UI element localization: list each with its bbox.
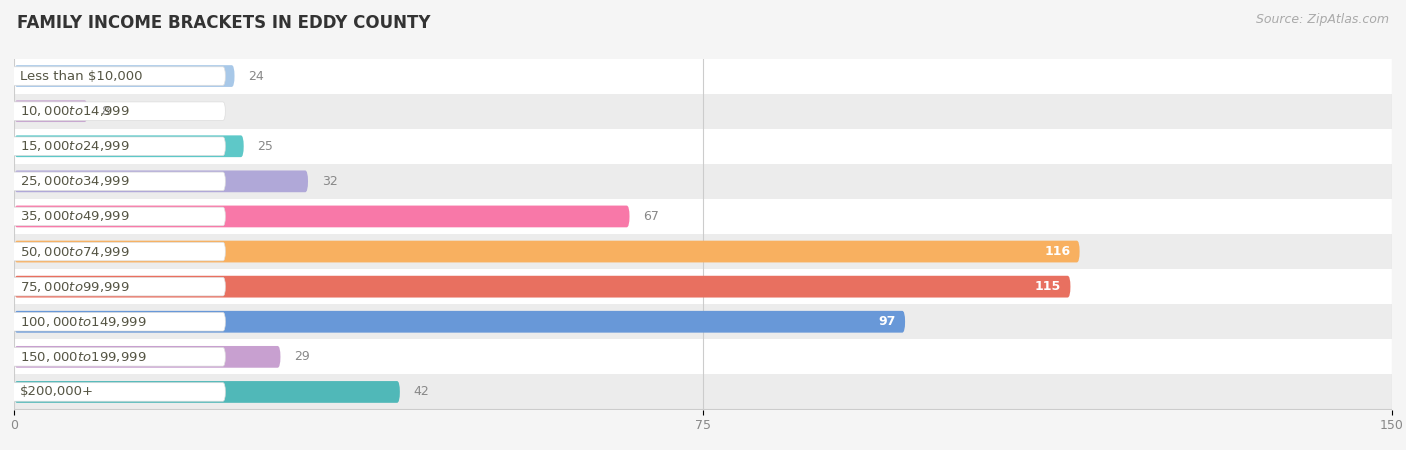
Bar (14, 339, 1392, 374)
Circle shape (7, 279, 11, 294)
Text: 29: 29 (294, 351, 309, 363)
Text: Less than $10,000: Less than $10,000 (20, 70, 142, 82)
FancyBboxPatch shape (4, 312, 225, 331)
Circle shape (7, 384, 11, 400)
FancyBboxPatch shape (14, 65, 235, 87)
FancyBboxPatch shape (4, 172, 225, 191)
Text: 115: 115 (1035, 280, 1062, 293)
Text: 32: 32 (322, 175, 337, 188)
FancyBboxPatch shape (4, 207, 225, 226)
FancyBboxPatch shape (14, 135, 243, 157)
Circle shape (7, 349, 11, 364)
Circle shape (7, 244, 11, 259)
Text: 8: 8 (101, 105, 110, 117)
FancyBboxPatch shape (4, 347, 225, 366)
Bar (14, 199, 1392, 234)
Text: $50,000 to $74,999: $50,000 to $74,999 (20, 244, 129, 259)
Bar (14, 94, 1392, 129)
FancyBboxPatch shape (4, 137, 225, 156)
Text: 24: 24 (249, 70, 264, 82)
Text: 97: 97 (879, 315, 896, 328)
Bar (14, 164, 1392, 199)
Circle shape (7, 104, 11, 119)
Bar (14, 129, 1392, 164)
Text: $15,000 to $24,999: $15,000 to $24,999 (20, 139, 129, 153)
Bar (14, 374, 1392, 410)
Text: $25,000 to $34,999: $25,000 to $34,999 (20, 174, 129, 189)
FancyBboxPatch shape (4, 242, 225, 261)
Text: $75,000 to $99,999: $75,000 to $99,999 (20, 279, 129, 294)
FancyBboxPatch shape (4, 382, 225, 401)
Circle shape (7, 68, 11, 84)
FancyBboxPatch shape (14, 346, 280, 368)
FancyBboxPatch shape (14, 276, 1070, 297)
Bar (14, 304, 1392, 339)
Text: $35,000 to $49,999: $35,000 to $49,999 (20, 209, 129, 224)
Circle shape (7, 314, 11, 329)
Text: 116: 116 (1045, 245, 1070, 258)
Text: $150,000 to $199,999: $150,000 to $199,999 (20, 350, 146, 364)
Text: 67: 67 (644, 210, 659, 223)
Bar (14, 269, 1392, 304)
Text: 42: 42 (413, 386, 429, 398)
FancyBboxPatch shape (4, 277, 225, 296)
FancyBboxPatch shape (14, 311, 905, 333)
Text: FAMILY INCOME BRACKETS IN EDDY COUNTY: FAMILY INCOME BRACKETS IN EDDY COUNTY (17, 14, 430, 32)
Text: $200,000+: $200,000+ (20, 386, 94, 398)
Circle shape (7, 174, 11, 189)
FancyBboxPatch shape (14, 381, 399, 403)
FancyBboxPatch shape (14, 206, 630, 227)
Text: $100,000 to $149,999: $100,000 to $149,999 (20, 315, 146, 329)
Bar (14, 58, 1392, 94)
Text: $10,000 to $14,999: $10,000 to $14,999 (20, 104, 129, 118)
FancyBboxPatch shape (14, 171, 308, 192)
Text: Source: ZipAtlas.com: Source: ZipAtlas.com (1256, 14, 1389, 27)
FancyBboxPatch shape (4, 67, 225, 86)
FancyBboxPatch shape (14, 100, 87, 122)
FancyBboxPatch shape (14, 241, 1080, 262)
Circle shape (7, 139, 11, 154)
Text: 25: 25 (257, 140, 273, 153)
FancyBboxPatch shape (4, 102, 225, 121)
Circle shape (7, 209, 11, 224)
Bar (14, 234, 1392, 269)
